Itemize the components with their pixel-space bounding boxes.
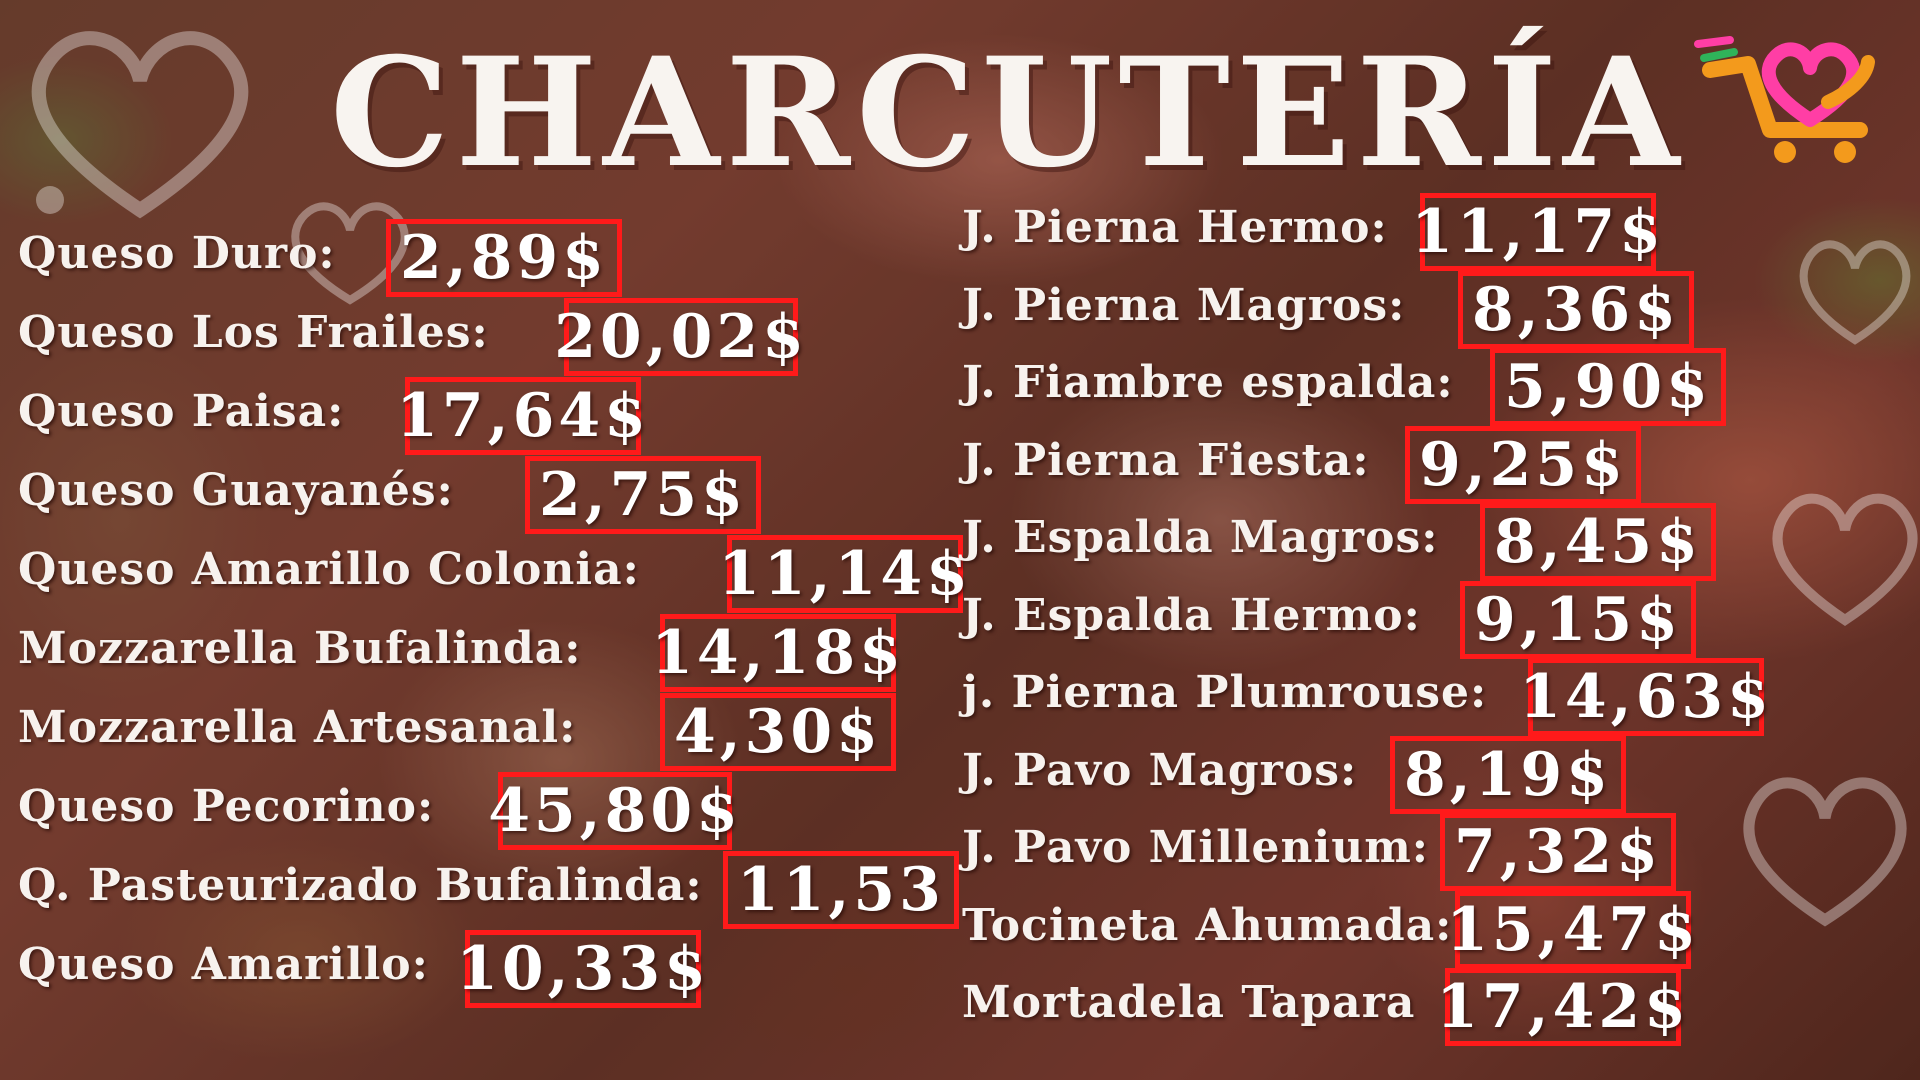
price-tag: 8,36$ [1458, 270, 1694, 349]
price-list-item: J. Pierna Hermo: [962, 202, 1388, 253]
price-tag: 2,89$ [386, 219, 622, 297]
price-tag: 9,15$ [1460, 580, 1696, 659]
price-tag: 15,47$ [1446, 890, 1696, 969]
price-list-item: J. Pavo Millenium: [962, 822, 1429, 873]
product-name: J. Pavo Magros: [962, 744, 1358, 796]
heart-outline-icon [1772, 493, 1918, 627]
price-list-item: Queso Duro: [18, 228, 336, 279]
price-tag: 8,45$ [1480, 503, 1716, 581]
product-name: Queso Pecorino: [18, 781, 435, 832]
price-tag: 14,18$ [651, 614, 901, 692]
price-list-item: Q. Pasteurizado Bufalinda: [18, 860, 703, 911]
price-list-item: J. Pierna Magros: [962, 280, 1405, 331]
product-name: J. Espalda Hermo: [962, 589, 1421, 641]
price-list-item: Mortadela Tapara [962, 977, 1415, 1028]
product-name: j. Pierna Plumrouse: [962, 667, 1488, 718]
price-list-item: J. Fiambre espalda: [962, 357, 1454, 408]
price-tag: 7,32$ [1440, 813, 1676, 891]
price-tag: 2,75$ [525, 456, 761, 534]
product-name: Queso Duro: [18, 228, 336, 279]
price-list-item: Queso Paisa: [18, 386, 344, 437]
price-tag: 4,30$ [660, 693, 896, 771]
product-name: Queso Los Frailes: [18, 307, 489, 358]
price-list-item: Queso Guayanés: [18, 465, 454, 516]
product-name: Queso Amarillo Colonia: [18, 544, 640, 595]
price-tag: 9,25$ [1405, 425, 1641, 504]
product-name: Queso Amarillo: [18, 939, 429, 990]
page-title: CHARCUTERÍA [330, 25, 1686, 201]
price-tag: 20,02$ [554, 298, 804, 376]
price-list-item: j. Pierna Plumrouse: [962, 667, 1487, 718]
price-list-item: J. Pierna Fiesta: [962, 435, 1370, 486]
price-list-item: Queso Los Frailes: [18, 307, 489, 358]
price-tag: 8,19$ [1390, 735, 1626, 814]
price-tag: 10,33$ [456, 930, 706, 1008]
price-list-item: J. Pavo Magros: [962, 745, 1357, 796]
product-name: J. Pierna Hermo: [962, 202, 1388, 253]
heart-outline-icon [1743, 777, 1907, 927]
price-tag: 11,17$ [1411, 193, 1661, 271]
price-tag: 5,90$ [1490, 348, 1726, 426]
price-tag: 11,14$ [718, 535, 968, 613]
product-name: J. Espalda Magros: [962, 512, 1439, 563]
price-list-item: Queso Pecorino: [18, 781, 434, 832]
product-name: Mozzarella Artesanal: [18, 702, 577, 753]
heart-outline-icon [31, 31, 249, 219]
heart-outline-icon [291, 202, 409, 305]
price-list-item: Mozzarella Artesanal: [18, 702, 576, 753]
price-list-item: Queso Amarillo Colonia: [18, 544, 640, 595]
product-name: Mortadela Tapara [962, 977, 1416, 1028]
price-tag: 11,53 [723, 851, 959, 929]
product-name: J. Pierna Fiesta: [962, 434, 1370, 486]
price-list-item: J. Espalda Hermo: [962, 590, 1421, 641]
product-name: Mozzarella Bufalinda: [18, 623, 582, 674]
product-name: Q. Pasteurizado Bufalinda: [18, 860, 703, 911]
price-tag: 45,80$ [488, 772, 738, 850]
heart-outline-icon [1799, 240, 1911, 345]
product-name: J. Pierna Magros: [962, 279, 1406, 331]
product-name: J. Pavo Millenium: [962, 822, 1430, 873]
shopping-cart-heart-logo [1694, 36, 1875, 163]
product-name: Queso Paisa: [18, 386, 345, 437]
price-list-item: Mozzarella Bufalinda: [18, 623, 582, 674]
price-list-item: J. Espalda Magros: [962, 512, 1438, 563]
price-list-item: Queso Amarillo: [18, 939, 429, 990]
product-name: J. Fiambre espalda: [962, 357, 1454, 408]
product-name: Queso Guayanés: [18, 465, 454, 516]
price-tag: 17,42$ [1436, 968, 1686, 1046]
price-tag: 14,63$ [1519, 658, 1769, 736]
price-tag: 17,64$ [396, 377, 646, 455]
product-name: Tocineta Ahumada: [962, 899, 1453, 951]
price-list-item: Tocineta Ahumada: [962, 900, 1452, 951]
